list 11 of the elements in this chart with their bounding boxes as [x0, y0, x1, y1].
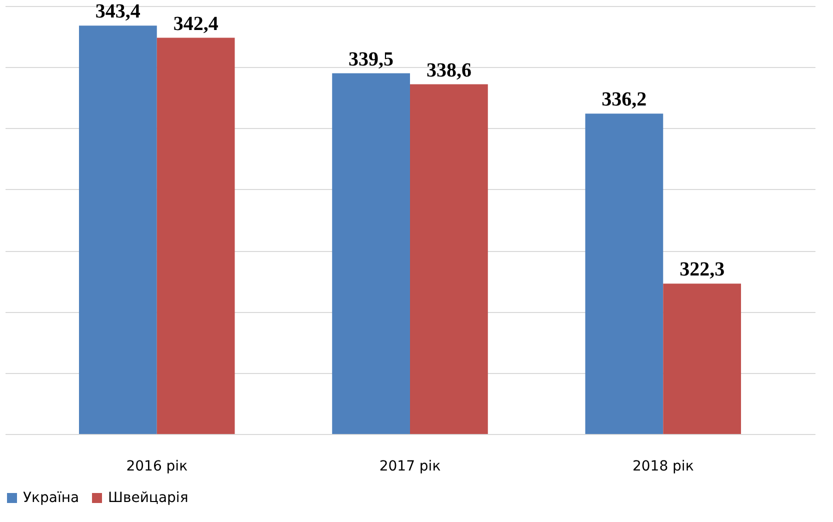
data-label: 342,4: [173, 12, 218, 35]
data-label: 339,5: [348, 48, 394, 70]
legend-label: Україна: [23, 490, 80, 506]
data-label: 336,2: [602, 88, 647, 111]
legend-label: Швейцарія: [108, 490, 188, 506]
data-label: 338,6: [426, 59, 472, 82]
data-label: 322,3: [680, 258, 725, 281]
x-tick-label: 2018 рік: [632, 458, 694, 474]
x-tick-label: 2017 рік: [379, 458, 441, 474]
data-label: 343,4: [95, 0, 140, 23]
x-tick-label: 2016 рік: [126, 458, 188, 474]
